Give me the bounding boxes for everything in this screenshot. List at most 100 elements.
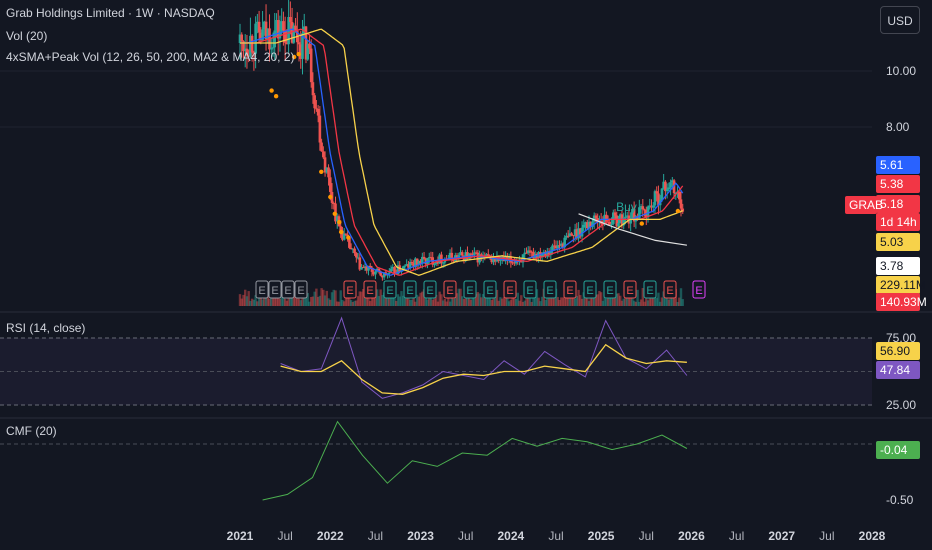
cmf-line <box>262 420 688 501</box>
candle-body <box>252 52 256 54</box>
candle-body <box>660 188 664 201</box>
candle-body <box>460 252 464 256</box>
volume-bar <box>625 298 629 306</box>
candle-body <box>638 207 641 220</box>
volume-bar <box>320 288 323 306</box>
peak-volume-dot <box>291 54 297 60</box>
volume-bar <box>514 298 518 306</box>
earnings-marker-label: E <box>346 285 353 297</box>
volume-bar <box>336 301 339 306</box>
x-axis-tick-label: 2021 <box>227 529 254 543</box>
candle-body <box>636 216 639 220</box>
earnings-marker-label: E <box>486 285 493 297</box>
earnings-marker <box>503 280 517 299</box>
volume-bar <box>520 295 523 306</box>
volume-bar <box>428 296 431 306</box>
candle-body <box>264 21 268 40</box>
candle-body <box>275 20 278 31</box>
candle-body <box>672 180 676 194</box>
earnings-marker <box>294 280 308 299</box>
earnings-marker <box>423 280 437 299</box>
candle-body <box>302 26 306 34</box>
candle-body <box>304 26 308 60</box>
candle-body <box>325 167 329 173</box>
volume-bar <box>337 301 341 306</box>
volume-bar <box>261 299 264 306</box>
volume-bar <box>306 293 309 306</box>
candle-body <box>450 252 454 259</box>
volume-bar <box>349 300 353 306</box>
candle-body <box>565 235 568 238</box>
rsi-last-value-bg <box>876 361 920 379</box>
candle-body <box>308 43 311 49</box>
volume-bar <box>388 292 391 306</box>
volume-bar <box>283 298 287 306</box>
volume-bar <box>322 289 325 306</box>
candle-body <box>316 109 320 116</box>
volume-bar <box>250 298 254 306</box>
volume-bar <box>560 297 563 306</box>
candle-body <box>294 25 297 31</box>
sma-26-line <box>240 28 684 276</box>
candle-body <box>526 250 530 253</box>
candle-body <box>377 268 381 272</box>
volume-bar <box>318 295 322 306</box>
volume-bar <box>273 297 276 306</box>
volume-bar <box>438 291 441 306</box>
volume-bar <box>433 298 436 306</box>
candle-body <box>405 264 408 266</box>
volume-bar <box>573 298 577 306</box>
volume-bar <box>459 288 462 306</box>
volume-bar <box>592 297 596 306</box>
volume-bar <box>454 295 457 306</box>
x-axis-tick-label: 2022 <box>317 529 344 543</box>
volume-bar <box>558 299 561 306</box>
candle-body <box>282 21 285 31</box>
volume-bar <box>289 292 292 306</box>
candle-body <box>523 252 527 255</box>
x-axis-tick-label: Jul <box>639 529 654 543</box>
earnings-marker-label: E <box>426 285 433 297</box>
earnings-marker <box>403 280 417 299</box>
candle-body <box>596 218 599 223</box>
volume-bar <box>351 301 355 306</box>
volume-bar <box>421 291 424 306</box>
candle-body <box>410 262 414 264</box>
volume-bar <box>436 301 440 306</box>
volume-bar <box>400 291 403 306</box>
volume-bar <box>653 292 657 306</box>
volume-bar <box>572 298 575 306</box>
price-scale-label-bg <box>876 213 920 231</box>
earnings-marker-label: E <box>284 285 291 297</box>
volume-bar <box>502 297 506 306</box>
volume-bar <box>268 298 271 306</box>
volume-bar <box>636 289 639 306</box>
volume-bar <box>440 294 443 306</box>
candle-body <box>551 245 554 251</box>
candle-body <box>485 254 488 257</box>
volume-bar <box>667 299 671 306</box>
candle-body <box>389 268 393 273</box>
volume-bar <box>547 298 551 306</box>
price-scale-label-bg <box>876 233 920 251</box>
candle-body <box>342 233 346 240</box>
volume-bar <box>325 290 329 306</box>
volume-bar <box>403 291 407 306</box>
earnings-marker <box>383 280 397 299</box>
volume-bar <box>417 296 421 306</box>
currency-button[interactable]: USD <box>880 6 920 34</box>
candle-body <box>646 206 650 218</box>
volume-bar <box>669 297 672 306</box>
volume-bar <box>631 296 634 306</box>
cmf-title: CMF (20) <box>6 424 57 438</box>
candle-body <box>297 42 301 45</box>
candle-body <box>238 34 242 43</box>
volume-bar <box>540 296 544 306</box>
volume-bar <box>561 297 565 306</box>
candle-body <box>546 251 549 257</box>
candle-body <box>459 252 462 256</box>
volume-bar <box>355 300 358 306</box>
candle-body <box>613 212 617 216</box>
candle-body <box>339 226 343 231</box>
